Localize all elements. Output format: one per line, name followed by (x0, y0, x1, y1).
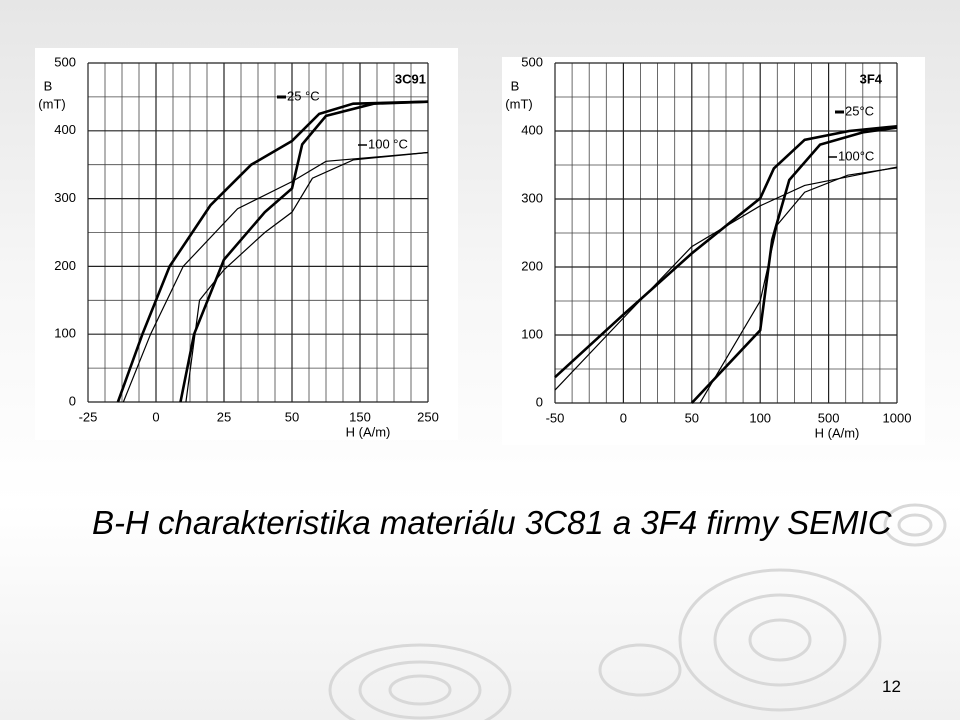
x-tick-label: -25 (79, 409, 98, 424)
y-tick-label: 0 (536, 394, 543, 409)
y-tick-label: 400 (521, 122, 543, 137)
y-axis-unit: (mT) (505, 96, 532, 111)
legend-label: 25°C (845, 103, 874, 118)
curve (116, 100, 429, 403)
curve (554, 124, 898, 379)
slide-title: B-H charakteristika materiálu 3C81 a 3F4… (92, 504, 892, 541)
legend-label: 100 °C (368, 136, 408, 151)
x-tick-label: 0 (152, 409, 159, 424)
x-tick-label: 25 (217, 409, 231, 424)
page-number: 12 (882, 677, 901, 696)
curve (690, 126, 898, 404)
y-axis-label: B (44, 78, 53, 93)
x-tick-label: 250 (417, 409, 439, 424)
x-tick-label: -50 (546, 410, 565, 425)
x-tick-label: 500 (818, 410, 840, 425)
y-tick-label: 200 (521, 258, 543, 273)
y-tick-label: 100 (521, 326, 543, 341)
y-tick-label: 500 (521, 54, 543, 69)
x-axis-label: H (A/m) (346, 424, 391, 439)
y-tick-label: 500 (54, 54, 76, 69)
legend-label: 25 °C (287, 88, 320, 103)
x-tick-label: 100 (749, 410, 771, 425)
curve (554, 166, 898, 391)
chart-panel (35, 48, 458, 440)
y-tick-label: 200 (54, 258, 76, 273)
legend-label: 100°C (838, 148, 874, 163)
chart-title: 3F4 (860, 71, 883, 86)
curve (185, 151, 429, 403)
decoration (328, 503, 947, 720)
x-tick-label: 1000 (883, 410, 912, 425)
x-axis-label: H (A/m) (815, 425, 860, 440)
y-tick-label: 0 (69, 393, 76, 408)
chart-title: 3C91 (395, 71, 426, 86)
curve (122, 151, 429, 403)
y-tick-label: 300 (521, 190, 543, 205)
y-axis-label: B (511, 78, 520, 93)
curve (179, 100, 429, 403)
y-axis-unit: (mT) (38, 96, 65, 111)
y-tick-label: 400 (54, 122, 76, 137)
x-tick-label: 50 (285, 409, 299, 424)
x-tick-label: 150 (349, 409, 371, 424)
y-tick-label: 100 (54, 326, 76, 341)
y-tick-label: 300 (54, 190, 76, 205)
x-tick-label: 0 (620, 410, 627, 425)
x-tick-label: 50 (685, 410, 699, 425)
curve (699, 167, 898, 404)
